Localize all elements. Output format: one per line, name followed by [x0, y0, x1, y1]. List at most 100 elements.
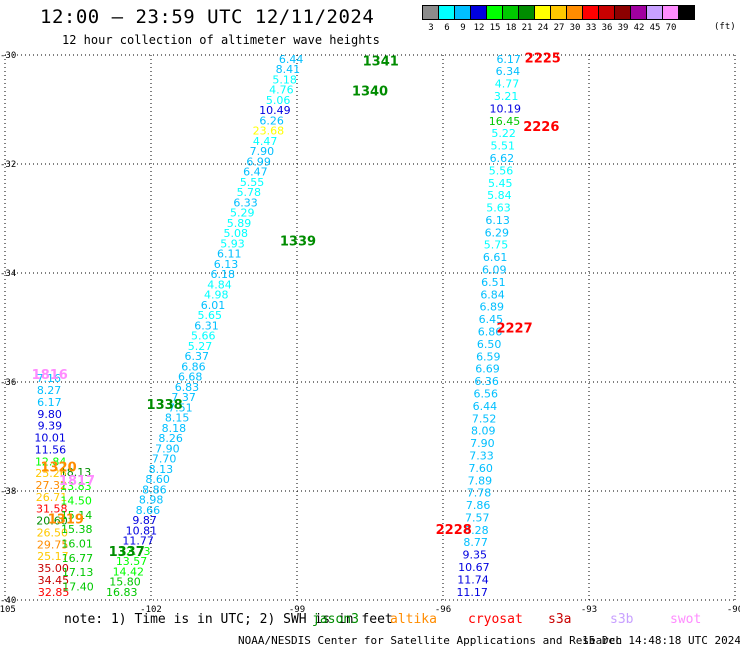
wave-height-value: 10.81 [126, 524, 158, 537]
legend-label: 6 [444, 23, 450, 33]
legend-label: 9 [460, 23, 466, 33]
wave-height-value: 8.66 [136, 504, 161, 517]
wave-height-value: 6.61 [483, 251, 508, 264]
wave-height-value: 5.55 [240, 176, 265, 189]
wave-height-value: 9.80 [37, 408, 62, 421]
wave-height-value: 6.17 [496, 53, 521, 66]
wave-height-value: 5.45 [488, 177, 513, 190]
pass-number-label: 1319 [48, 512, 84, 527]
wave-height-value: 25.26 [35, 467, 67, 480]
wave-height-value: 6.29 [485, 226, 510, 239]
legend-label: 24 [537, 23, 549, 33]
wave-height-value: 9.35 [462, 549, 487, 562]
wave-height-value: 6.34 [496, 65, 521, 78]
pass-number-label: 2225 [525, 52, 561, 67]
footer-note: note: 1) Time is in UTC; 2) SWH is in fe… [64, 612, 393, 627]
wave-height-value: 15.80 [109, 576, 141, 589]
wave-height-value: 6.56 [474, 387, 499, 400]
wave-height-value: 5.65 [197, 309, 222, 322]
lon-tick-label: -105 [0, 605, 16, 612]
legend-swatch: 9 [454, 5, 471, 33]
wave-height-value: 26.50 [37, 526, 69, 539]
satellite-s3b: s3b [610, 612, 634, 627]
wave-height-map: -105 -102 -99 -96 -93 -90 -30 -32 -34 -36 -38 -40 6.… [0, 51, 740, 612]
pass-number-label: 2226 [523, 120, 559, 135]
wave-height-value: 7.90 [155, 442, 180, 455]
wave-height-value: 5.75 [484, 239, 509, 252]
legend-label: 27 [553, 23, 565, 33]
wave-height-value: 16.83 [106, 586, 138, 599]
wave-height-value: 14.42 [113, 565, 145, 578]
wave-height-value: 7.37 [171, 391, 196, 404]
wave-height-value: 5.66 [191, 330, 216, 343]
wave-height-value: 6.17 [37, 396, 62, 409]
legend-label: 42 [633, 23, 645, 33]
wave-height-value: 5.63 [486, 202, 511, 215]
wave-height-value: 9.39 [38, 420, 63, 433]
wave-height-value: 17.13 [62, 566, 94, 579]
wave-height-value: 5.22 [491, 127, 516, 140]
wave-height-value: 7.90 [250, 145, 275, 158]
legend-label: 18 [505, 23, 517, 33]
wave-height-value: 3.21 [494, 90, 519, 103]
wave-height-value: 6.89 [479, 301, 504, 314]
lat-tick-label: -34 [0, 269, 16, 279]
wave-height-value: 6.13 [485, 214, 510, 227]
pass-number-label: 1338 [147, 398, 183, 413]
lon-tick-label: -96 [435, 605, 451, 612]
wave-height-value: 17.40 [62, 580, 94, 593]
wave-height-value: 9.87 [132, 514, 157, 527]
wave-height-value: 12.73 [119, 545, 151, 558]
lat-tick-label: -38 [0, 487, 16, 497]
legend-label: 36 [601, 23, 613, 33]
wave-height-value: 20.60 [36, 515, 68, 528]
wave-height-value: 6.50 [477, 338, 502, 351]
lon-tick-label: -99 [289, 605, 305, 612]
wave-height-value: 7.89 [468, 474, 493, 487]
wave-height-value: 8.60 [145, 473, 170, 486]
wave-height-value: 8.09 [471, 425, 496, 438]
wave-height-value: 6.26 [259, 114, 284, 127]
wave-height-value: 6.36 [474, 375, 499, 388]
wave-height-value: 5.51 [491, 140, 516, 153]
wave-height-value: 5.18 [272, 73, 297, 86]
wave-height-value: 14.50 [60, 495, 92, 508]
lon-tick-label: -102 [140, 605, 162, 612]
wave-height-value: 7.33 [469, 449, 494, 462]
wave-height-value: 26.71 [36, 491, 68, 504]
legend-unit: (ft) [714, 22, 736, 32]
wave-height-value: 11.77 [122, 535, 154, 548]
wave-height-value: 6.18 [211, 268, 236, 281]
wave-height-value: 8.86 [142, 483, 167, 496]
legend-label: 39 [617, 23, 629, 33]
wave-height-value: 10.01 [34, 432, 66, 445]
pass-number-label: 1340 [352, 84, 388, 99]
legend-swatch: 18 [502, 5, 519, 33]
wave-height-value: 7.86 [466, 499, 491, 512]
legend-label: 21 [521, 23, 533, 33]
wave-height-value: 6.33 [233, 196, 258, 209]
pass-number-label: 1817 [59, 474, 95, 489]
legend-label: 45 [649, 23, 661, 33]
wave-height-value: 11.74 [457, 573, 489, 586]
wave-height-value: 6.44 [279, 53, 304, 66]
wave-height-value: 8.77 [463, 536, 488, 549]
wave-height-value: 4.77 [495, 78, 520, 91]
satellite-s3a: s3a [548, 612, 572, 627]
wave-height-value: 5.06 [266, 94, 291, 107]
legend-label: 33 [585, 23, 597, 33]
wave-height-value: 16.45 [489, 115, 521, 128]
legend-label: 30 [569, 23, 581, 33]
wave-height-value: 6.47 [243, 166, 268, 179]
wave-height-value: 8.18 [162, 422, 187, 435]
satellite-jason3: jason3 [312, 612, 359, 627]
chart-title: 12:00 – 23:59 UTC 12/11/2024 [40, 6, 375, 28]
wave-height-value: 8.28 [464, 524, 489, 537]
generation-timestamp: 15 Dec 14:48:18 UTC 2024 [582, 634, 740, 647]
wave-height-value: 5.56 [489, 164, 514, 177]
wave-height-value: 6.45 [479, 313, 504, 326]
wave-height-value: 6.51 [481, 276, 506, 289]
wave-height-value: 5.08 [224, 227, 249, 240]
pass-number-label: 2227 [496, 322, 532, 337]
legend-label: 70 [665, 23, 677, 33]
